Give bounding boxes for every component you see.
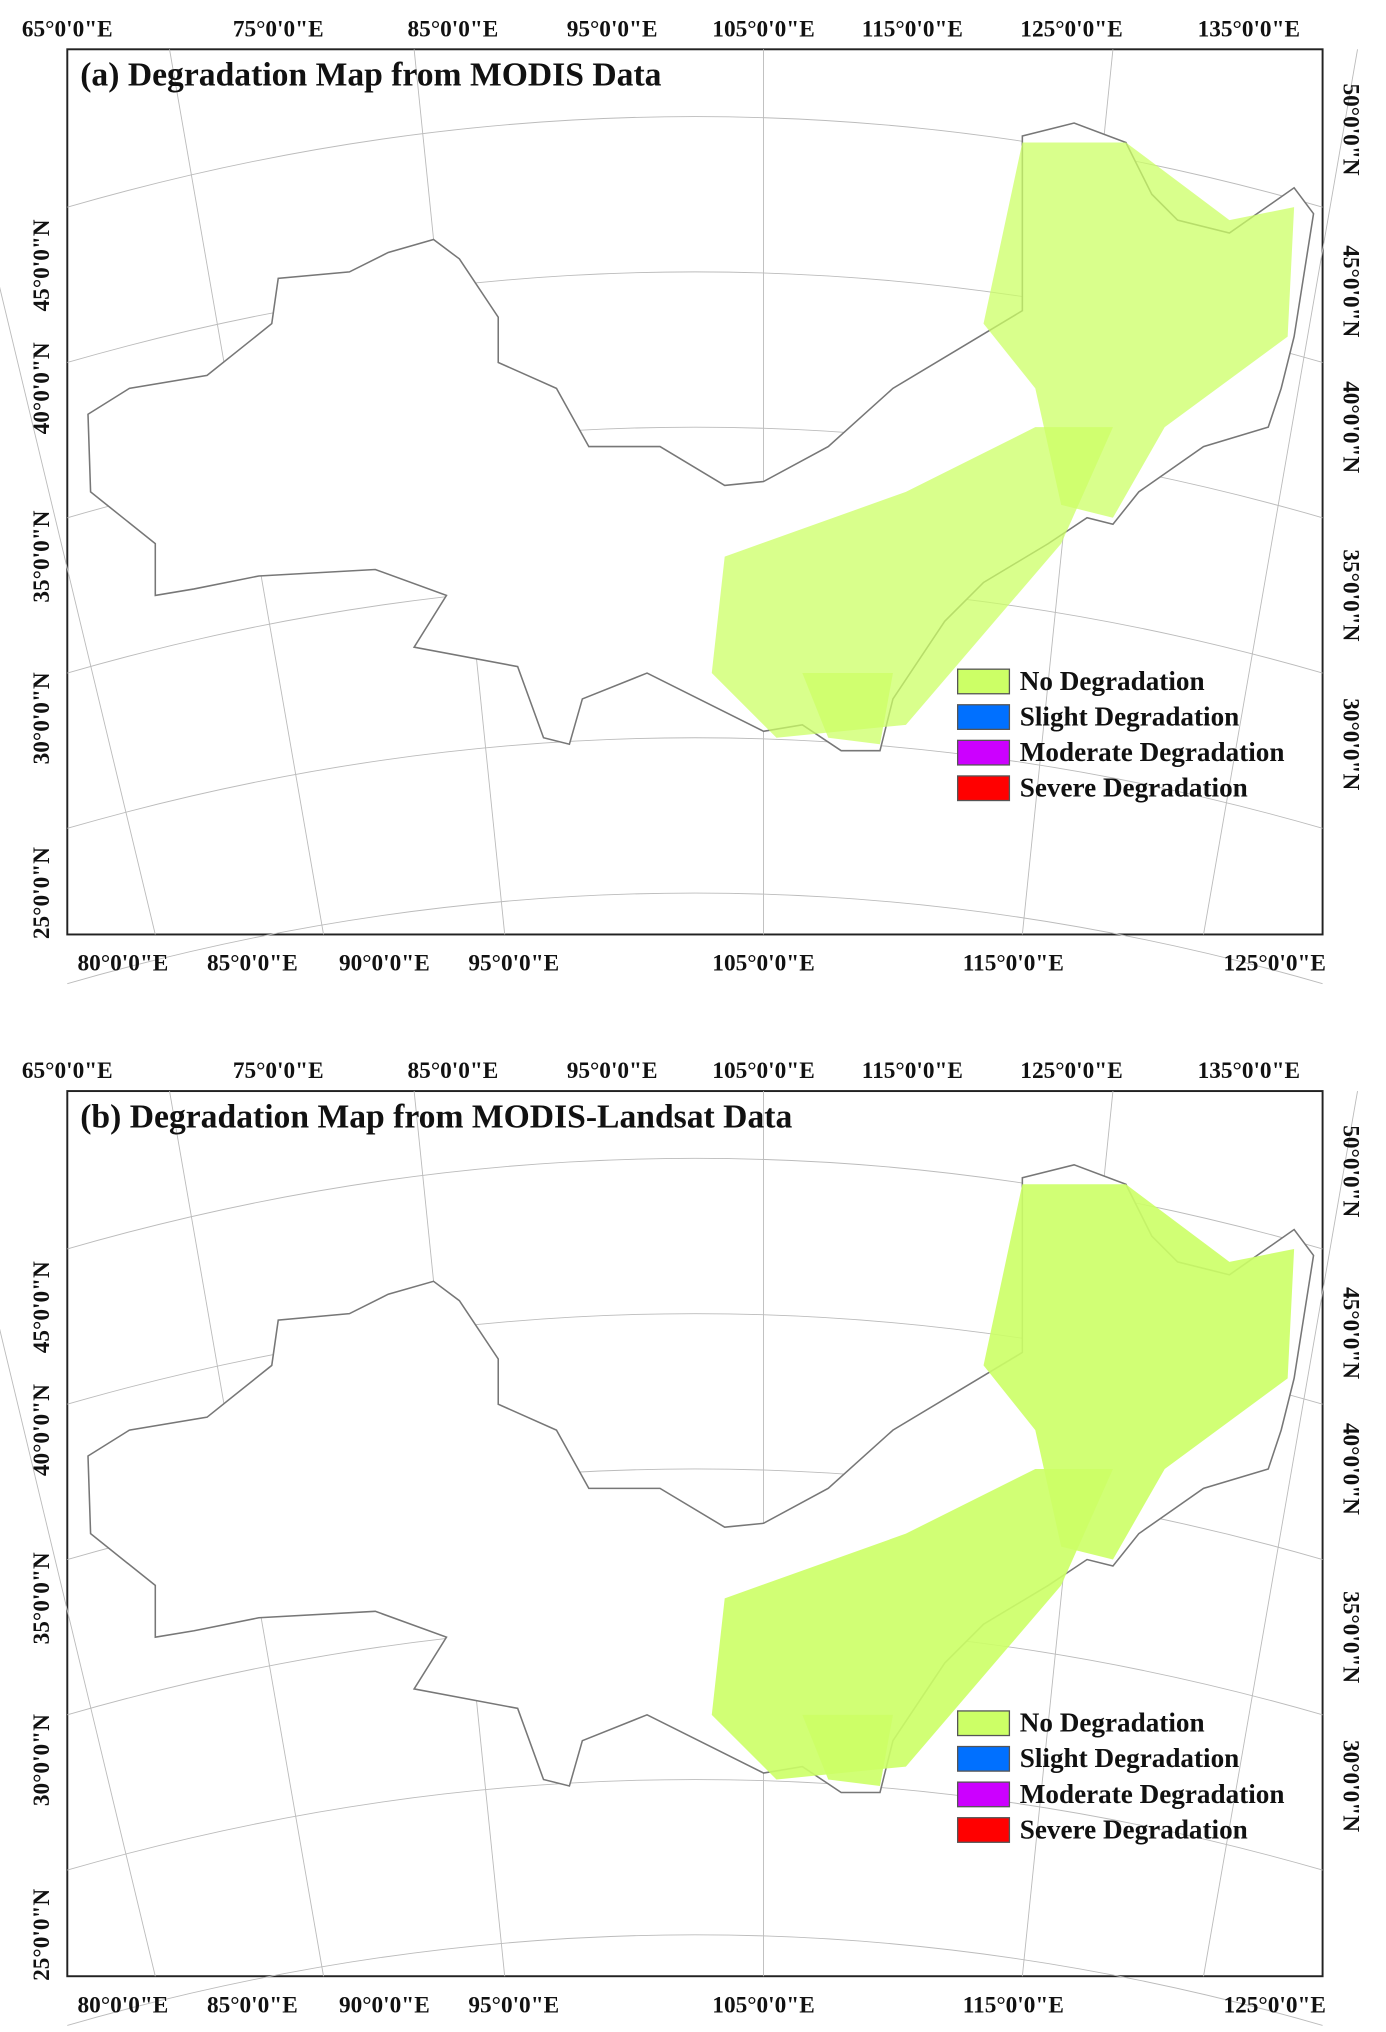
legend-swatch (957, 739, 1011, 766)
longitude-label: 125°0'0"E (1020, 16, 1122, 42)
legend-swatch (957, 1781, 1011, 1808)
panel-title: (a) Degradation Map from MODIS Data (80, 57, 661, 94)
longitude-label: 95°0'0"E (567, 1058, 658, 1084)
longitude-label: 90°0'0"E (339, 951, 430, 977)
vegetation-area (802, 673, 893, 745)
legend-label: No Degradation (1020, 666, 1205, 696)
longitude-label: 105°0'0"E (712, 1992, 814, 2018)
latitude-label: 40°0'0"N (1337, 1423, 1363, 1515)
graticule (0, 1328, 156, 1977)
graticule (67, 737, 1323, 829)
latitude-label: 40°0'0"N (1337, 381, 1363, 473)
legend-swatch (957, 775, 1011, 802)
latitude-label: 45°0'0"N (1337, 245, 1363, 337)
longitude-label: 75°0'0"E (233, 16, 324, 42)
region-outline (87, 1164, 1315, 1794)
longitude-label: 95°0'0"E (468, 1992, 559, 2018)
latitude-label: 50°0'0"N (1337, 1125, 1363, 1217)
latitude-label: 50°0'0"N (1337, 83, 1363, 175)
vegetation-area (983, 142, 1295, 518)
latitude-label: 35°0'0"N (1337, 549, 1363, 641)
vegetation-area (983, 1184, 1295, 1560)
legend-label: Slight Degradation (1020, 1743, 1240, 1773)
latitude-label: 25°0'0"N (29, 1889, 55, 1981)
longitude-label: 135°0'0"E (1198, 1058, 1300, 1084)
longitude-label: 85°0'0"E (207, 1992, 298, 2018)
latitude-label: 35°0'0"N (29, 1552, 55, 1644)
longitude-label: 105°0'0"E (712, 951, 814, 977)
latitude-label: 30°0'0"N (1337, 1740, 1363, 1832)
latitude-label: 30°0'0"N (29, 672, 55, 764)
legend-swatch (957, 668, 1011, 695)
latitude-label: 45°0'0"N (1337, 1287, 1363, 1379)
longitude-label: 105°0'0"E (712, 16, 814, 42)
latitude-label: 40°0'0"N (29, 1384, 55, 1476)
longitude-label: 115°0'0"E (862, 1058, 963, 1084)
longitude-label: 75°0'0"E (233, 1058, 324, 1084)
map-panel: (a) Degradation Map from MODIS Data 65°0'… (0, 16, 1363, 985)
latitude-label: 30°0'0"N (29, 1714, 55, 1806)
longitude-label: 95°0'0"E (468, 951, 559, 977)
vegetation-area (802, 1714, 893, 1786)
legend-label: Slight Degradation (1020, 701, 1240, 731)
graticule (67, 892, 1323, 985)
longitude-label: 85°0'0"E (207, 951, 298, 977)
graticule (1203, 1090, 1358, 1977)
longitude-label: 135°0'0"E (1198, 16, 1300, 42)
longitude-label: 80°0'0"E (78, 951, 169, 977)
longitude-label: 125°0'0"E (1223, 951, 1325, 977)
map-panel: (b) Degradation Map from MODIS-Landsat D… (0, 1058, 1363, 2026)
legend-label: No Degradation (1020, 1708, 1205, 1738)
latitude-label: 30°0'0"N (1337, 698, 1363, 790)
latitude-label: 25°0'0"N (29, 847, 55, 939)
legend-label: Moderate Degradation (1020, 1779, 1285, 1809)
longitude-label: 95°0'0"E (567, 16, 658, 42)
graticule (67, 1934, 1323, 2026)
longitude-label: 85°0'0"E (408, 1058, 499, 1084)
latitude-label: 40°0'0"N (29, 342, 55, 434)
latitude-label: 45°0'0"N (29, 1261, 55, 1353)
longitude-label: 115°0'0"E (963, 1992, 1064, 2018)
region-outline (87, 122, 1315, 752)
longitude-label: 85°0'0"E (408, 16, 499, 42)
legend-swatch (957, 1710, 1011, 1737)
latitude-label: 35°0'0"N (1337, 1591, 1363, 1683)
vegetation-area (711, 1468, 1113, 1780)
longitude-label: 115°0'0"E (963, 951, 1064, 977)
latitude-label: 45°0'0"N (29, 219, 55, 311)
longitude-label: 105°0'0"E (712, 1058, 814, 1084)
legend-swatch (957, 1817, 1011, 1843)
graticule (1203, 49, 1358, 935)
longitude-label: 65°0'0"E (22, 1058, 113, 1084)
longitude-label: 125°0'0"E (1020, 1058, 1122, 1084)
longitude-label: 125°0'0"E (1223, 1992, 1325, 2018)
longitude-label: 115°0'0"E (862, 16, 963, 42)
latitude-label: 35°0'0"N (29, 510, 55, 602)
panel-title: (b) Degradation Map from MODIS-Landsat D… (80, 1098, 792, 1135)
graticule (0, 286, 156, 935)
legend-swatch (957, 1745, 1011, 1772)
legend-label: Severe Degradation (1020, 1814, 1248, 1844)
longitude-label: 90°0'0"E (339, 1992, 430, 2018)
legend-label: Moderate Degradation (1020, 737, 1285, 767)
longitude-label: 80°0'0"E (78, 1992, 169, 2018)
vegetation-area (711, 427, 1113, 738)
legend-label: Severe Degradation (1020, 773, 1248, 803)
longitude-label: 65°0'0"E (22, 16, 113, 42)
graticule (67, 1779, 1323, 1871)
legend-swatch (957, 704, 1011, 731)
